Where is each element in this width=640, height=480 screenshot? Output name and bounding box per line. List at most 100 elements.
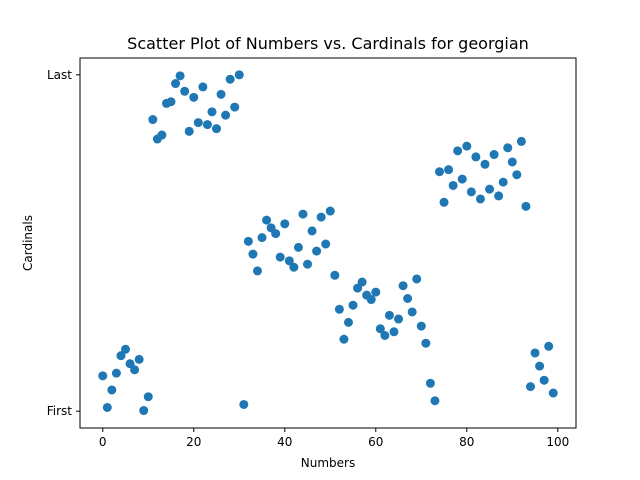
scatter-point-42 (289, 262, 299, 272)
scatter-point-62 (380, 331, 390, 340)
scatter-point-54 (343, 317, 353, 327)
scatter-point-7 (130, 365, 140, 375)
scatter-point-29 (230, 102, 240, 112)
scatter-point-85 (485, 184, 495, 194)
scatter-point-69 (412, 274, 422, 284)
scatter-point-21 (193, 118, 203, 128)
scatter-point-91 (512, 170, 522, 180)
x-tick-label: 100 (546, 435, 569, 449)
chart-title: Scatter Plot of Numbers vs. Cardinals fo… (127, 34, 529, 53)
scatter-point-26 (216, 89, 226, 99)
scatter-point-76 (444, 165, 454, 175)
scatter-point-87 (494, 191, 504, 201)
scatter-point-53 (339, 334, 349, 344)
scatter-point-65 (394, 314, 404, 324)
scatter-point-19 (184, 126, 194, 136)
scatter-point-20 (189, 92, 199, 102)
scatter-point-18 (180, 86, 190, 96)
x-axis-label: Numbers (301, 456, 355, 470)
scatter-point-57 (357, 277, 367, 287)
scatter-point-73 (430, 396, 440, 406)
scatter-point-47 (312, 246, 322, 256)
scatter-point-79 (457, 174, 467, 184)
scatter-point-83 (475, 194, 485, 204)
scatter-point-13 (157, 130, 167, 140)
scatter-point-50 (325, 206, 335, 216)
scatter-point-63 (384, 310, 394, 320)
scatter-point-0 (98, 371, 108, 381)
scatter-point-92 (516, 136, 526, 146)
scatter-point-68 (407, 307, 417, 317)
scatter-point-77 (448, 180, 458, 190)
scatter-point-97 (539, 375, 549, 385)
y-tick-label: Last (47, 68, 72, 82)
scatter-point-15 (166, 97, 176, 107)
scatter-point-71 (421, 338, 431, 348)
scatter-point-98 (544, 341, 554, 351)
scatter-point-43 (293, 242, 303, 252)
x-tick-label: 0 (99, 435, 107, 449)
scatter-point-81 (466, 187, 476, 197)
scatter-point-82 (471, 152, 481, 162)
scatter-point-8 (134, 354, 144, 364)
scatter-point-33 (248, 249, 258, 259)
scatter-point-35 (257, 233, 267, 243)
scatter-point-25 (212, 124, 222, 134)
scatter-point-60 (371, 287, 381, 297)
scatter-point-44 (298, 209, 308, 219)
scatter-point-17 (175, 71, 185, 81)
scatter-point-61 (375, 324, 385, 334)
scatter-point-4 (116, 351, 126, 361)
scatter-point-11 (148, 115, 158, 125)
scatter-point-1 (102, 402, 112, 412)
scatter-point-64 (389, 327, 399, 337)
scatter-point-96 (535, 361, 545, 371)
x-axis-ticks: 0 20 40 60 80 100 (99, 428, 569, 449)
scatter-point-32 (243, 236, 253, 246)
scatter-point-52 (334, 304, 344, 314)
scatter-point-80 (462, 141, 472, 151)
scatter-point-10 (143, 392, 153, 402)
scatter-point-95 (530, 348, 540, 358)
scatter-point-89 (503, 143, 513, 153)
scatter-point-41 (284, 256, 294, 266)
scatter-point-90 (507, 157, 517, 167)
scatter-point-99 (548, 388, 558, 398)
scatter-point-22 (198, 82, 208, 92)
plot-frame (79, 57, 577, 429)
y-tick-label: First (47, 404, 73, 418)
scatter-point-75 (439, 197, 449, 207)
scatter-point-16 (171, 79, 181, 89)
x-tick-label: 20 (186, 435, 201, 449)
scatter-point-34 (252, 266, 262, 276)
scatter-point-40 (280, 219, 290, 229)
scatter-point-84 (480, 159, 490, 169)
scatter-point-67 (403, 294, 413, 303)
scatter-point-88 (498, 177, 508, 187)
x-tick-label: 80 (459, 435, 474, 449)
scatter-point-74 (434, 167, 444, 177)
scatter-point-86 (489, 150, 499, 160)
scatter-point-59 (366, 295, 376, 305)
scatter-point-66 (398, 281, 408, 291)
scatter-point-39 (275, 252, 285, 262)
scatter-point-93 (521, 201, 531, 211)
scatter-point-5 (121, 344, 130, 354)
scatter-point-94 (526, 382, 535, 392)
scatter-point-51 (330, 270, 340, 280)
scatter-point-72 (425, 378, 435, 388)
scatter-point-49 (321, 239, 331, 249)
scatter-point-36 (262, 215, 272, 225)
x-tick-label: 40 (277, 435, 292, 449)
scatter-point-38 (271, 229, 281, 239)
scatter-point-70 (416, 321, 426, 331)
scatter-point-2 (107, 385, 117, 395)
scatter-point-24 (207, 107, 217, 117)
x-tick-label: 60 (368, 435, 383, 449)
scatter-point-48 (316, 212, 326, 222)
y-axis-label: Cardinals (21, 215, 35, 271)
scatter-point-9 (139, 406, 149, 416)
y-axis-ticks: First Last (47, 68, 80, 418)
